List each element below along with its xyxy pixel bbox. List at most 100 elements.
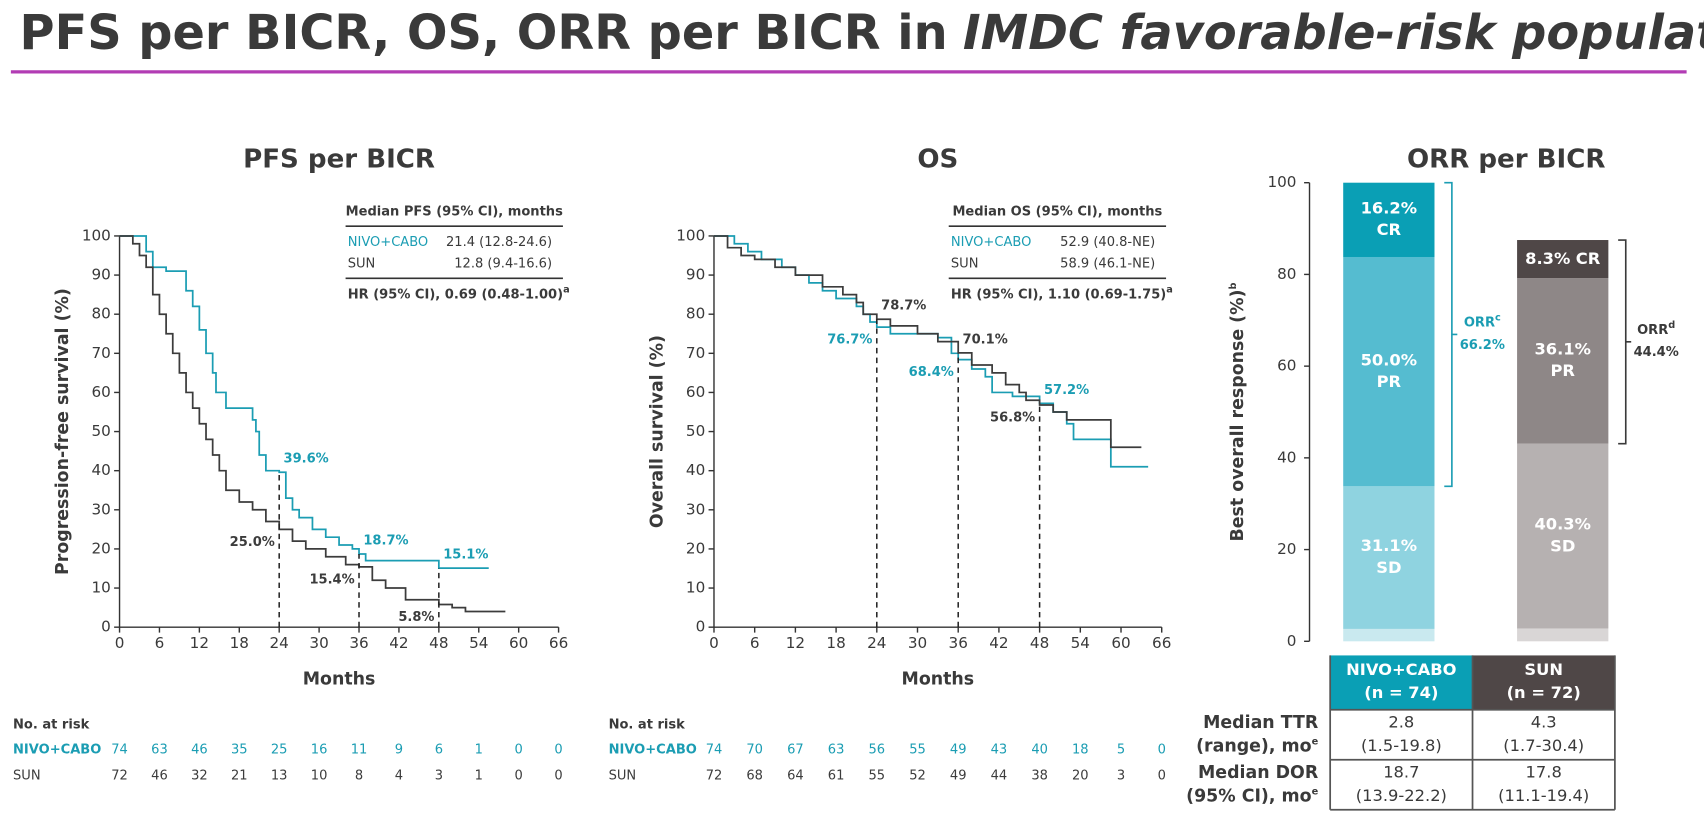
orr-label: ORRc [1464,312,1501,330]
survival-curve [119,235,489,569]
median-table-arm: NIVO+CABO [348,235,428,250]
at-risk-count: 74 [706,742,723,757]
at-risk-count: 35 [231,742,248,757]
x-tick-label: 18 [230,634,249,652]
chart-title: ORR per BICR [1407,144,1606,174]
at-risk-count: 67 [787,742,804,757]
at-risk-arm: NIVO+CABO [13,742,101,757]
y-tick-label: 80 [1277,265,1296,283]
superscript: e [1312,786,1319,797]
x-tick-label: 12 [190,634,209,652]
at-risk-count: 55 [909,742,926,757]
at-risk-count: 63 [151,742,168,757]
at-risk-count: 0 [1158,769,1166,784]
median-table-arm: NIVO+CABO [951,235,1031,250]
row-label: (95% CI), moe [1186,786,1318,807]
survival-curve [119,235,506,613]
x-tick-label: 36 [349,634,368,652]
y-tick-label: 70 [686,344,705,362]
segment-label: 8.3% CR [1525,249,1601,268]
y-tick-label: 40 [91,461,110,479]
orr-value: 44.4% [1634,345,1679,360]
landmark-label: 56.8% [990,410,1035,425]
at-risk-count: 11 [351,742,368,757]
table-header: NIVO+CABO [1346,660,1457,679]
hazard-ratio: HR (95% CI), 1.10 (0.69-1.75)a [951,284,1173,302]
bar-segment [1343,256,1435,487]
x-tick-label: 42 [989,634,1008,652]
segment-value: 40.3% [1534,515,1591,534]
x-tick-label: 12 [786,634,805,652]
x-axis-label: Months [902,669,975,689]
row-label: (range), moe [1196,736,1318,756]
at-risk-count: 18 [1072,742,1089,757]
x-tick-label: 18 [826,634,845,652]
y-tick-label: 40 [1277,448,1296,466]
at-risk-count: 52 [909,769,926,784]
median-table-title: Median OS (95% CI), months [952,205,1162,220]
at-risk-count: 3 [1117,769,1125,784]
landmark-label: 78.7% [881,299,926,314]
table-header: SUN [1524,660,1563,679]
at-risk-count: 61 [828,769,845,784]
table-cell: (11.1-19.4) [1498,786,1589,805]
landmark-label: 25.0% [230,535,275,550]
y-tick-label: 60 [686,383,705,401]
y-axis-label: Progression-free survival (%) [53,288,73,575]
y-tick-label: 20 [686,539,705,557]
table-header: (n = 72) [1507,683,1581,702]
median-table-arm: SUN [951,257,979,272]
y-tick-label: 0 [696,618,706,636]
x-tick-label: 60 [509,634,528,652]
at-risk-count: 68 [746,769,763,784]
table-cell: 18.7 [1383,762,1419,781]
landmark-label: 76.7% [827,333,872,348]
superscript: e [1312,736,1319,747]
x-tick-label: 6 [750,634,760,652]
segment-value: 16.2% [1361,198,1418,217]
at-risk-count: 38 [1031,769,1048,784]
segment-category: CR [1377,220,1402,239]
y-tick-label: 60 [91,383,110,401]
survival-curve [713,235,1142,449]
y-tick-label: 0 [1287,632,1297,650]
orr-bracket [1444,181,1458,488]
at-risk-count: 32 [191,769,208,784]
table-header-cell [1472,655,1615,710]
y-tick-label: 80 [91,305,110,323]
y-tick-label: 0 [101,618,111,636]
x-tick-label: 6 [155,634,165,652]
slide-title: PFS per BICR, OS, ORR per BICR in IMDC fa… [20,6,1704,61]
at-risk-count: 40 [1031,742,1048,757]
bar-segment [1343,628,1435,642]
y-tick-label: 100 [676,226,705,244]
superscript: a [563,284,570,295]
at-risk-count: 4 [395,769,403,784]
landmark-label: 57.2% [1044,383,1089,398]
at-risk-count: 64 [787,769,804,784]
at-risk-arm: SUN [13,769,41,784]
bar-segment [1517,443,1609,629]
table-cell: (13.9-22.2) [1356,786,1447,805]
landmark-label: 39.6% [284,452,329,467]
orr-value: 66.2% [1460,338,1505,353]
segment-value: 36.1% [1534,339,1591,358]
x-tick-label: 60 [1111,634,1130,652]
at-risk-count: 44 [991,769,1008,784]
bar-segment [1343,486,1435,629]
at-risk-count: 49 [950,742,967,757]
segment-category: SD [1550,536,1575,555]
hazard-ratio-text: HR (95% CI), 1.10 (0.69-1.75) [951,287,1166,302]
at-risk-count: 72 [111,769,128,784]
hazard-ratio: HR (95% CI), 0.69 (0.48-1.00)a [348,284,570,302]
y-tick-label: 60 [1277,357,1296,375]
x-tick-label: 30 [908,634,927,652]
y-tick-label: 100 [1267,173,1296,191]
superscript: d [1668,319,1675,330]
at-risk-count: 1 [475,769,483,784]
y-tick-label: 20 [1277,540,1296,558]
title-text: PFS per BICR, OS, ORR per BICR in [20,6,948,61]
at-risk-count: 0 [515,742,523,757]
superscript: a [1166,284,1173,295]
at-risk-count: 5 [1117,742,1125,757]
